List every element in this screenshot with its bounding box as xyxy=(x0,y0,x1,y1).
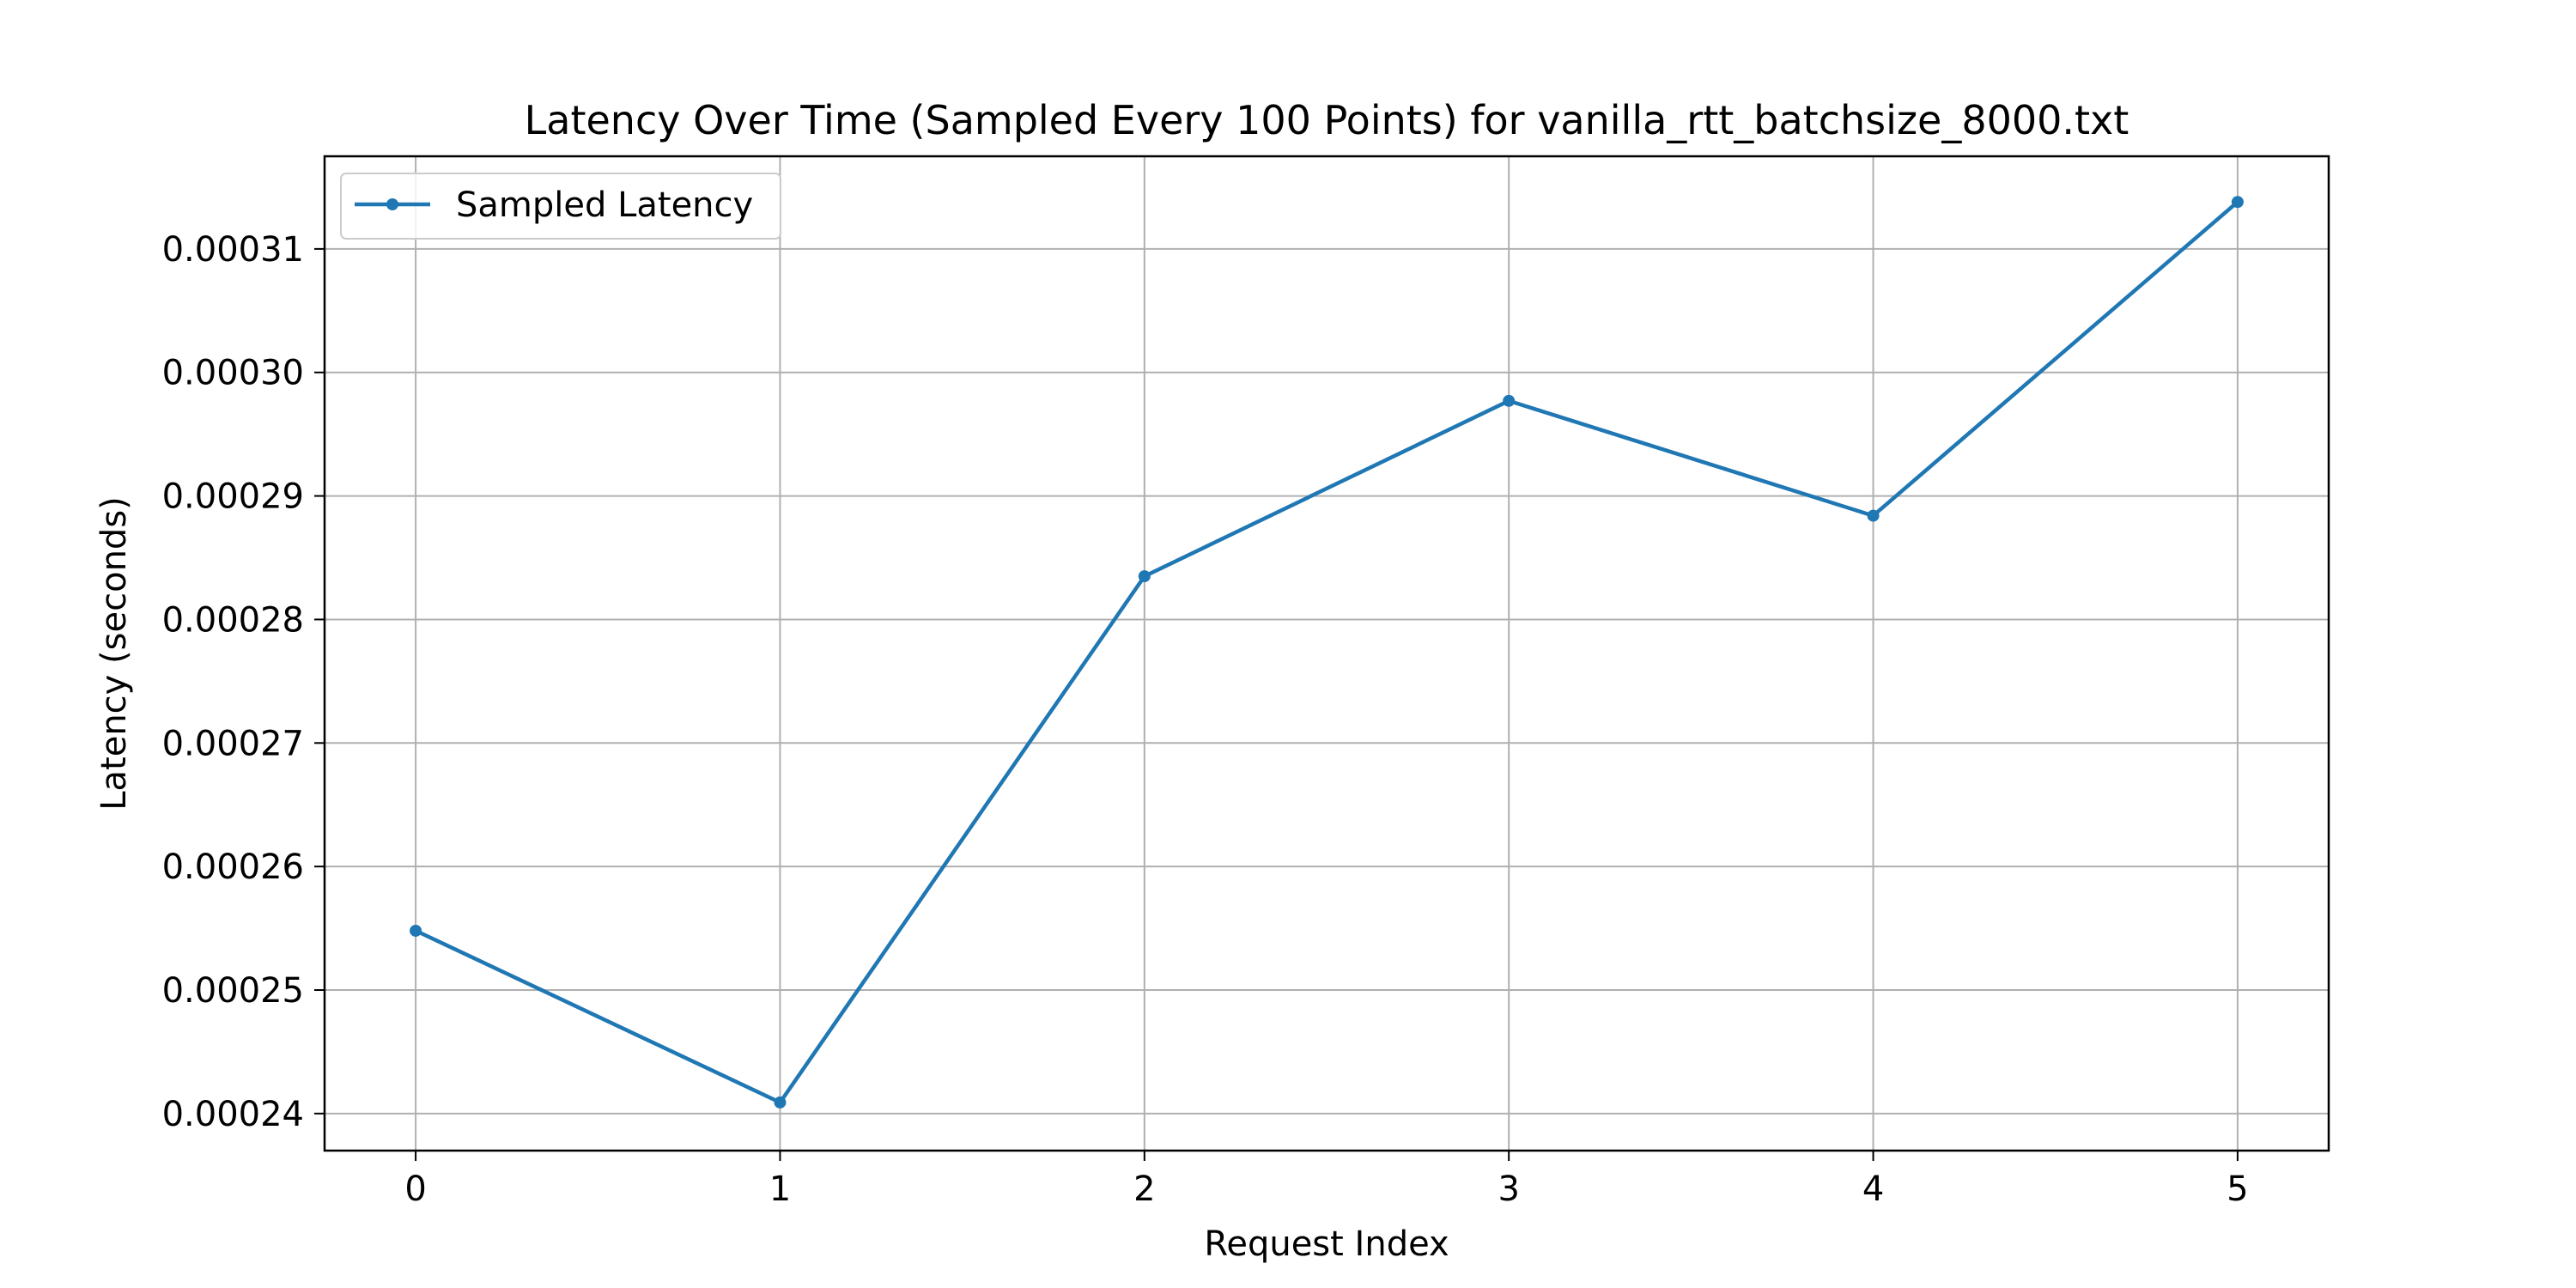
y-tick-label: 0.00027 xyxy=(162,724,304,763)
y-axis-ticks: 0.00024 0.00025 0.00026 0.00027 0.00028 0.000… xyxy=(162,230,325,1134)
legend: Sampled Latency xyxy=(340,173,781,240)
y-tick-label: 0.00026 xyxy=(162,848,304,887)
x-tick-label: 0 xyxy=(404,1170,426,1209)
x-axis-label: Request Index xyxy=(1204,1224,1449,1264)
series-line xyxy=(413,199,2240,1105)
grid-lines xyxy=(325,156,2329,1151)
x-tick-label: 2 xyxy=(1133,1170,1155,1209)
x-tick-label: 1 xyxy=(769,1170,791,1209)
y-tick-label: 0.00024 xyxy=(162,1095,304,1134)
data-point xyxy=(1138,570,1151,583)
y-tick-label: 0.00031 xyxy=(162,230,304,270)
y-tick-label: 0.00025 xyxy=(162,971,304,1011)
data-point xyxy=(410,924,422,937)
data-point xyxy=(774,1096,787,1109)
chart-title: Latency Over Time (Sampled Every 100 Poi… xyxy=(525,97,2129,143)
data-point xyxy=(2231,196,2244,209)
x-tick-label: 3 xyxy=(1498,1170,1519,1209)
legend-label: Sampled Latency xyxy=(456,185,753,225)
y-axis-label: Latency (seconds) xyxy=(94,496,134,811)
legend-marker xyxy=(386,198,398,210)
x-axis-ticks: 0 1 2 3 4 5 xyxy=(404,1151,2249,1209)
plot-frame xyxy=(323,155,2330,1152)
x-tick-label: 5 xyxy=(2227,1170,2248,1209)
y-tick-label: 0.00029 xyxy=(162,477,304,517)
y-tick-label: 0.00028 xyxy=(162,600,304,640)
y-tick-label: 0.00030 xyxy=(162,354,304,393)
data-point xyxy=(1867,509,1880,522)
data-point xyxy=(1503,394,1516,407)
x-tick-label: 4 xyxy=(1862,1170,1884,1209)
data-series xyxy=(410,196,2244,1109)
legend-box xyxy=(340,173,781,240)
